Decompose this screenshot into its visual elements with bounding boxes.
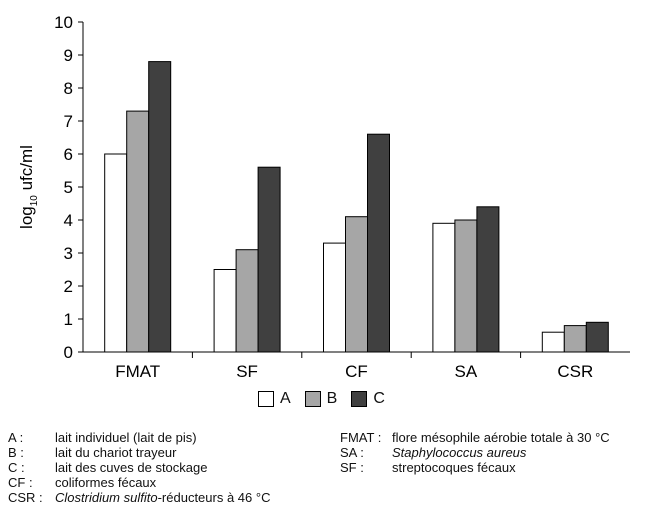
legend-label-a: A <box>280 390 291 407</box>
y-axis-label-part: ufc/ml <box>17 145 36 195</box>
y-axis-label-part: log <box>17 206 36 229</box>
legend-swatch-b <box>304 391 321 407</box>
bar-b-sa <box>454 219 478 353</box>
y-tick-label: 7 <box>64 112 73 131</box>
note-row: CSR : Clostridium sulfito -réducteurs à 4… <box>8 490 270 505</box>
note-text: streptocoques fécaux <box>392 460 516 475</box>
bar-b-csr <box>563 325 587 353</box>
bar-c-csr <box>585 321 609 353</box>
legend-label-b: B <box>326 390 338 407</box>
bar-c-sf <box>257 166 281 353</box>
note-row: B : lait du chariot trayeur <box>8 445 270 460</box>
legend-item-a: A <box>258 390 291 408</box>
note-row: A : lait individuel (lait de pis) <box>8 430 270 445</box>
y-tick-label: 6 <box>64 145 73 164</box>
note-abbr: C : <box>8 460 25 475</box>
note-text: coliformes fécaux <box>55 475 157 490</box>
abbreviations-left: A : lait individuel (lait de pis) B : la… <box>8 430 270 505</box>
bar-a-sa <box>432 222 456 353</box>
y-tick-label: 3 <box>64 244 73 263</box>
y-tick-label: 9 <box>64 46 73 65</box>
note-row: SA : Staphylococcus aureus <box>340 445 610 460</box>
x-tick-label: SA <box>455 362 478 381</box>
note-text: lait des cuves de stockage <box>55 460 208 475</box>
y-tick-label: 10 <box>54 13 73 32</box>
y-axis-label: log10 ufc/ml <box>17 145 40 229</box>
note-row: SF : streptocoques fécaux <box>340 460 610 475</box>
note-abbr: SF : <box>340 460 364 475</box>
note-text: -réducteurs à 46 °C <box>157 490 271 505</box>
x-tick-label: SF <box>236 362 258 381</box>
bar-a-fmat <box>104 153 128 353</box>
bar-b-fmat <box>126 110 150 353</box>
y-tick-label: 2 <box>64 277 73 296</box>
note-abbr: CF : <box>8 475 33 490</box>
note-text: flore mésophile aérobie totale à 30 °C <box>392 430 610 445</box>
note-abbr: FMAT : <box>340 430 382 445</box>
abbreviations-right: FMAT : flore mésophile aérobie totale à … <box>340 430 610 475</box>
note-row: FMAT : flore mésophile aérobie totale à … <box>340 430 610 445</box>
note-text: lait du chariot trayeur <box>55 445 177 460</box>
bar-b-sf <box>235 249 259 353</box>
note-abbr: CSR : <box>8 490 43 505</box>
x-tick-label: CSR <box>557 362 593 381</box>
y-tick-label: 4 <box>64 211 73 230</box>
y-axis-label-subscript: 10 <box>29 195 40 207</box>
legend-swatch-c <box>351 391 368 407</box>
bar-c-cf <box>367 133 390 353</box>
x-tick-label: FMAT <box>115 362 160 381</box>
note-text-italic: Clostridium sulfito <box>55 490 158 505</box>
legend-item-c: C <box>351 390 385 408</box>
bar-b-cf <box>345 216 368 353</box>
legend-label-c: C <box>373 390 385 407</box>
bar-c-fmat <box>148 61 172 353</box>
note-row: CF : coliformes fécaux <box>8 475 270 490</box>
y-tick-label: 1 <box>64 310 73 329</box>
legend-item-b: B <box>304 390 338 408</box>
x-tick-label: CF <box>345 362 368 381</box>
chart-legend: A B C <box>258 390 385 408</box>
note-abbr: A : <box>8 430 24 445</box>
legend-swatch-a <box>258 391 274 407</box>
bar-c-sa <box>476 206 500 353</box>
note-abbr: SA : <box>340 445 364 460</box>
bar-a-sf <box>213 269 237 353</box>
note-row: C : lait des cuves de stockage <box>8 460 270 475</box>
y-tick-label: 5 <box>64 178 73 197</box>
y-tick-label: 8 <box>64 79 73 98</box>
note-text: lait individuel (lait de pis) <box>55 430 197 445</box>
note-text-italic: Staphylococcus aureus <box>392 445 527 460</box>
y-tick-label: 0 <box>64 343 73 362</box>
bar-a-csr <box>541 331 565 353</box>
note-abbr: B : <box>8 445 24 460</box>
bar-a-cf <box>323 242 346 353</box>
